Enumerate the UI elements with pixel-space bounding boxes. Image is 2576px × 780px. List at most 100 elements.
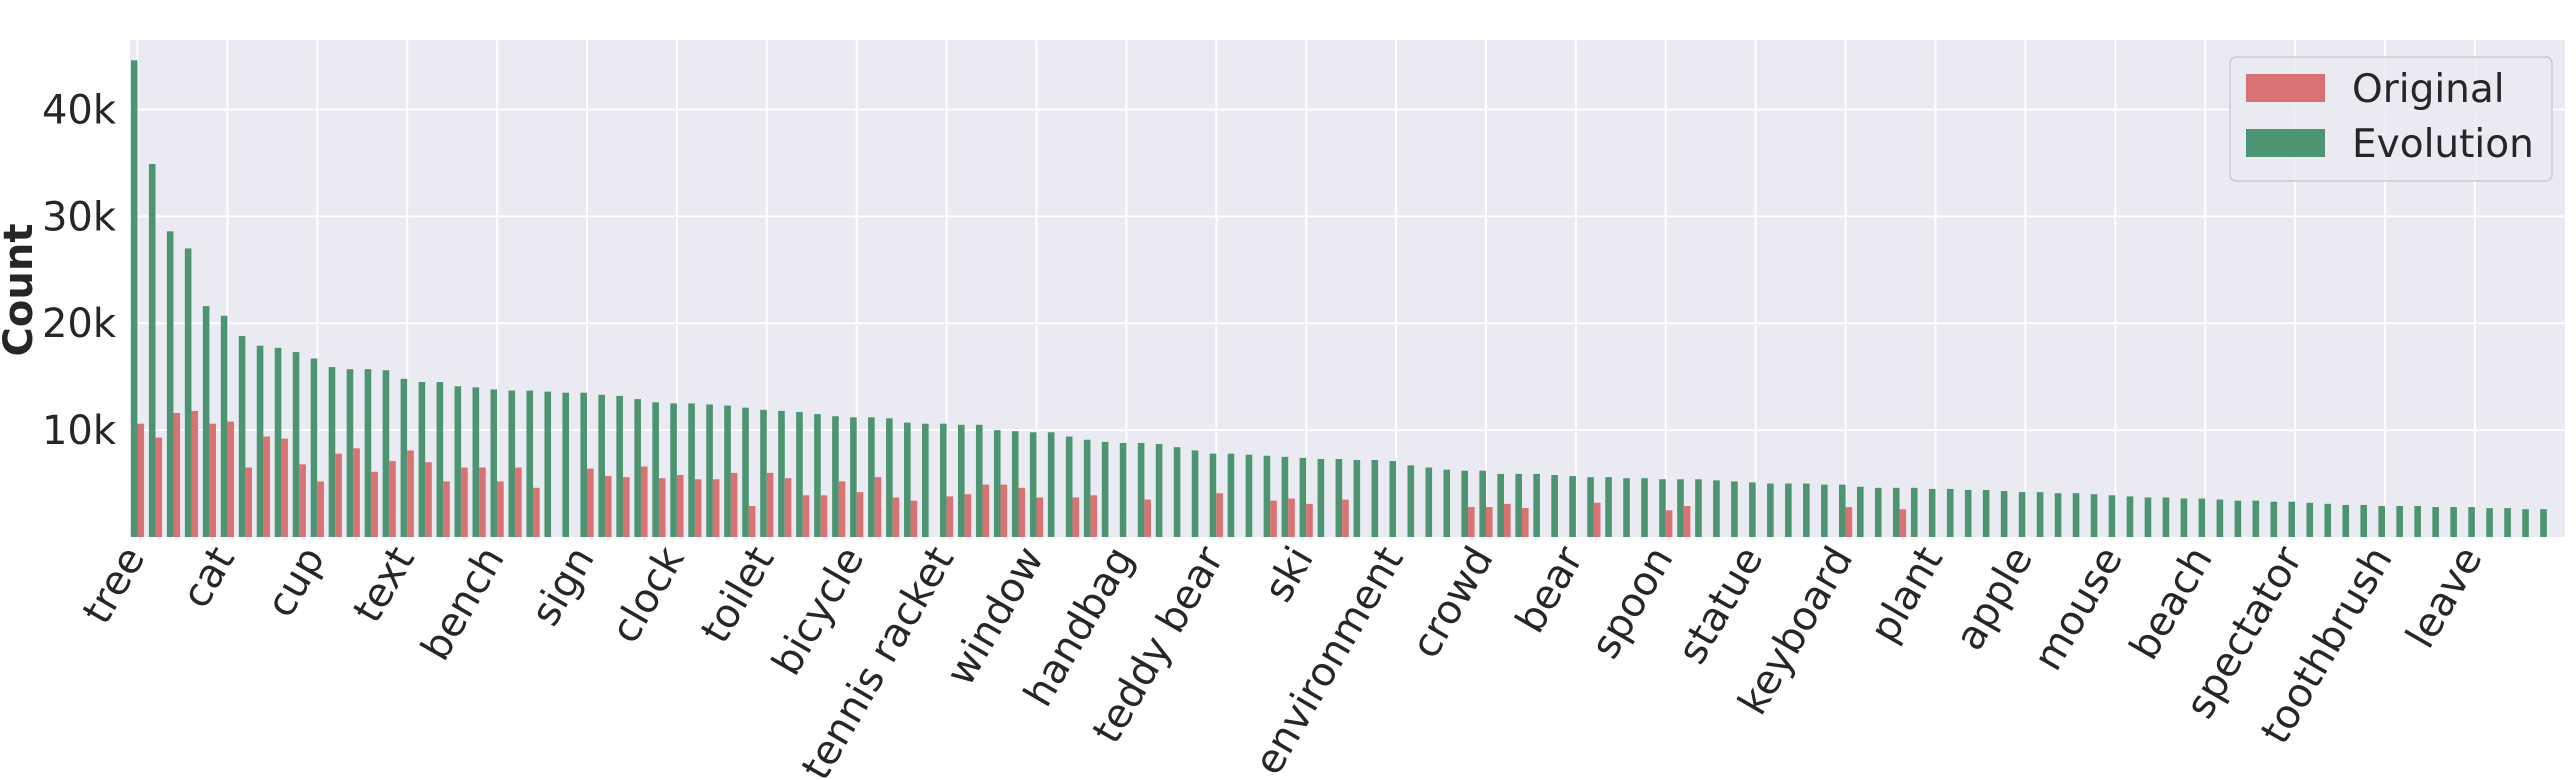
bar-original (443, 481, 450, 537)
bar-original (263, 436, 270, 537)
bar-evolution (2414, 506, 2421, 537)
bar-evolution (1623, 478, 1630, 537)
y-tick-label: 40k (42, 87, 117, 133)
bar-original (856, 492, 864, 537)
bar-original (1486, 507, 1493, 537)
x-tick-label: ski (1255, 539, 1322, 610)
bar-evolution (1137, 442, 1145, 537)
bar-evolution (1605, 477, 1612, 537)
bar-original (1468, 507, 1475, 537)
bar-original (802, 495, 810, 537)
bar-evolution (1821, 484, 1828, 537)
bar-evolution (1892, 487, 1900, 537)
bar-original (515, 467, 522, 537)
y-tick-label: 20k (42, 301, 117, 347)
bar-evolution (760, 409, 767, 537)
bar-evolution (1461, 470, 1469, 537)
bar-original (1503, 503, 1511, 537)
bar-original (1665, 510, 1673, 537)
x-tick-label: apple (1947, 539, 2042, 658)
bar-original (676, 475, 684, 537)
legend-label-evolution: Evolution (2352, 122, 2534, 167)
x-tick-label: plant (1861, 539, 1952, 650)
bar-evolution (2360, 504, 2368, 537)
bar-evolution (1065, 436, 1073, 537)
bar-evolution (1731, 481, 1738, 537)
bar-original (604, 476, 612, 537)
bar-evolution (580, 392, 587, 537)
bar-original (1342, 499, 1349, 537)
bar-evolution (832, 416, 839, 537)
bar-original (982, 484, 990, 537)
bar-evolution (2234, 500, 2242, 537)
bar-evolution (2054, 493, 2062, 537)
bar-evolution (868, 417, 875, 537)
bar-original (1036, 497, 1044, 537)
bar-evolution (2072, 493, 2080, 537)
bar-original (820, 495, 828, 537)
y-tick-label: 30k (42, 194, 117, 240)
bar-evolution (1317, 458, 1325, 537)
bar-original (587, 468, 594, 537)
bar-evolution (850, 417, 857, 537)
bar-evolution (598, 394, 605, 537)
bar-evolution (2108, 495, 2116, 537)
grid-lines (130, 40, 2565, 537)
bar-original (209, 423, 217, 537)
x-tick-label: tree (74, 539, 154, 632)
bar-original (748, 506, 756, 537)
bar-evolution (274, 347, 282, 537)
bar-evolution (526, 390, 534, 537)
bar-evolution (1497, 473, 1504, 537)
bar-original (1072, 497, 1080, 537)
bar-original (1090, 495, 1098, 537)
bar-evolution (490, 389, 498, 537)
x-tick-label: bear (1507, 539, 1593, 641)
bar-evolution (454, 386, 462, 537)
bar-evolution (634, 399, 641, 537)
bar-evolution (1011, 431, 1019, 537)
legend-swatch-evolution (2246, 129, 2325, 157)
bar-original (407, 450, 414, 537)
bar-original (533, 487, 540, 537)
x-tick-label: cat (173, 539, 244, 616)
bar-evolution (2216, 499, 2224, 537)
bar-evolution (1749, 482, 1756, 537)
bar-evolution (2162, 497, 2170, 537)
bar-evolution (1245, 454, 1253, 537)
bar-evolution (2504, 508, 2511, 537)
bar-evolution (1281, 456, 1289, 537)
bar-evolution (2486, 508, 2493, 537)
bar-evolution (1533, 473, 1540, 537)
bar-evolution (1946, 488, 1954, 537)
bar-evolution (436, 382, 444, 537)
bar-evolution (418, 382, 426, 537)
bar-original (299, 464, 306, 537)
bar-original (1899, 509, 1907, 537)
bar-original (281, 438, 288, 537)
bar-original (1306, 503, 1313, 537)
bar-original (1683, 506, 1691, 537)
bar-evolution (1389, 461, 1397, 537)
bar-original (874, 477, 882, 537)
x-tick-label: leave (2397, 539, 2491, 656)
bar-evolution (1785, 483, 1792, 537)
bar-evolution (688, 403, 695, 537)
bar-evolution (1515, 473, 1522, 537)
bar-evolution (1982, 489, 1990, 537)
bar-evolution (2000, 491, 2008, 537)
bar-evolution (1029, 432, 1037, 537)
bar-evolution (1155, 444, 1163, 537)
bar-original (766, 472, 774, 537)
bar-evolution (886, 418, 893, 537)
x-tick-label: spoon (1582, 539, 1682, 666)
bar-original (964, 494, 972, 537)
bar-evolution (2288, 501, 2296, 537)
bar-original (1000, 484, 1008, 537)
bar-evolution (2342, 504, 2350, 537)
bar-evolution (310, 358, 318, 537)
bar-evolution (2198, 498, 2206, 537)
bar-evolution (1083, 439, 1091, 537)
bar-original (784, 478, 792, 537)
bar-evolution (364, 369, 372, 537)
